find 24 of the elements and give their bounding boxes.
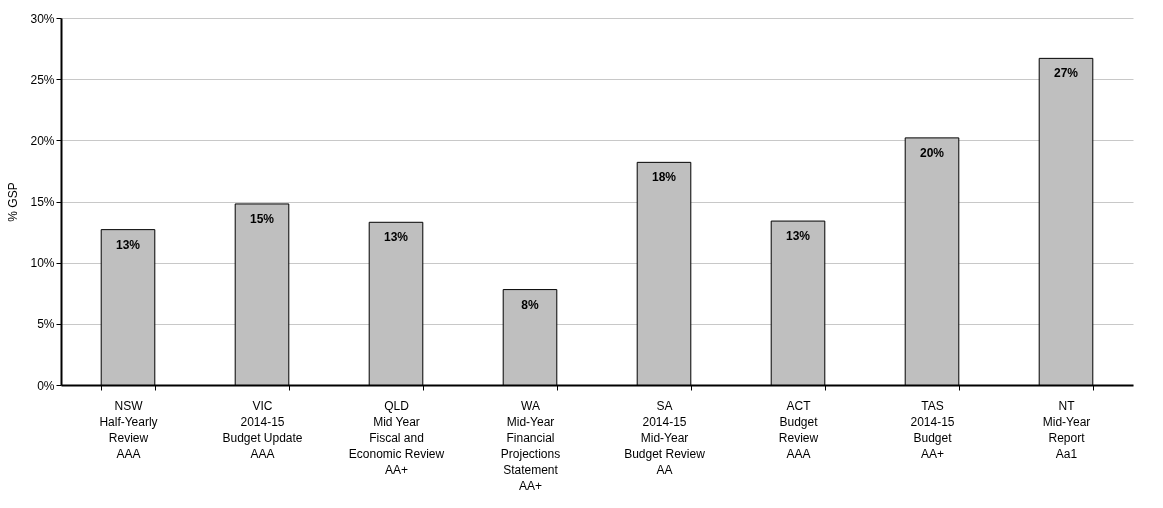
- x-tick-label: NSW Half-Yearly Review AAA: [99, 398, 158, 461]
- x-tick-label: TAS 2014-15 Budget AA+: [910, 398, 955, 461]
- y-tick-label: 30%: [30, 11, 55, 26]
- y-tick-label: 0%: [37, 378, 55, 393]
- y-tick-label: 25%: [30, 72, 55, 87]
- data-label: 13%: [785, 229, 811, 244]
- y-tick-label: 15%: [30, 195, 55, 209]
- x-tick-label: SA 2014-15 Mid-Year Budget Review AA: [624, 398, 706, 477]
- y-tick-label: 20%: [30, 133, 55, 148]
- x-tick-label: WA Mid-Year Financial Projections Statement AA+: [500, 398, 561, 493]
- x-tick-label: VIC 2014-15 Budget Update AAA: [222, 398, 303, 461]
- data-label: 18%: [651, 170, 677, 185]
- y-tick-label: 10%: [30, 256, 55, 271]
- x-tick-label: NT Mid-Year Report Aa1: [1042, 398, 1091, 461]
- x-tick-label: ACT Budget Review AAA: [778, 398, 819, 461]
- x-tick-label: QLD Mid Year Fiscal and Economic Review AA+: [348, 398, 445, 477]
- data-label: 8%: [521, 297, 539, 312]
- y-tick-label: 5%: [37, 317, 55, 332]
- y-axis-title: % GSP: [6, 182, 21, 222]
- data-label: 15%: [249, 211, 275, 226]
- data-label: 13%: [383, 230, 409, 245]
- data-label: 20%: [919, 145, 945, 160]
- data-label: 27%: [1053, 66, 1079, 81]
- data-label: 13%: [115, 237, 141, 252]
